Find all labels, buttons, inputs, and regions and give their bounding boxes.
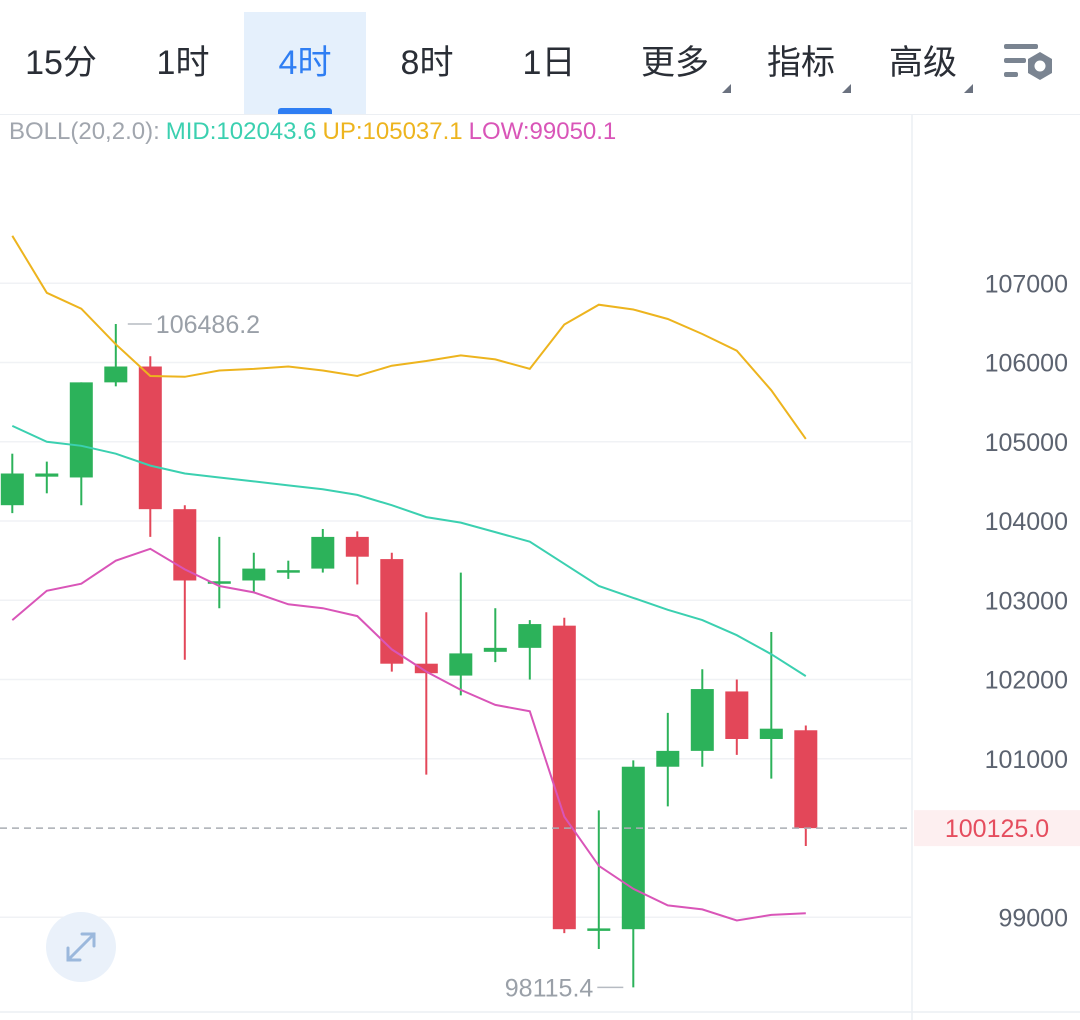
y-tick-label: 99000: [998, 904, 1068, 932]
candle-down: [794, 730, 818, 829]
expand-button[interactable]: [46, 912, 116, 982]
tab-indicators[interactable]: 指标: [740, 12, 862, 114]
boll-upper-line: [11, 235, 807, 440]
tab-advanced-label: 高级: [889, 44, 957, 82]
candle-down: [173, 509, 197, 581]
candle-up: [449, 653, 473, 676]
boll-indicator-legend: BOLL(20,2.0): MID:102043.6 UP:105037.1 LOW:…: [9, 118, 622, 146]
candle-up: [621, 766, 645, 930]
candle-up: [518, 624, 542, 648]
dropdown-caret-icon: [964, 84, 973, 93]
candle-down: [138, 366, 162, 510]
candlestick-chart[interactable]: 99000 101000 102000 103000 104000 105000 10600…: [0, 115, 1080, 1020]
tab-15m[interactable]: 15分: [25, 44, 97, 82]
y-tick-label: 103000: [985, 587, 1068, 615]
boll-low-value: LOW:99050.1: [468, 118, 617, 145]
boll-name: BOLL(20,2.0):: [9, 118, 160, 145]
boll-mid-line: [11, 424, 807, 677]
candle-down: [552, 625, 576, 930]
candle-up: [276, 570, 300, 573]
tab-more-label: 更多: [641, 44, 709, 82]
candle-down: [725, 691, 749, 739]
candle-up: [690, 689, 714, 751]
tab-more[interactable]: 更多: [610, 12, 740, 114]
current-price-label: 100125.0: [945, 815, 1049, 843]
boll-mid-value: MID:102043.6: [165, 118, 317, 145]
candle-up: [69, 382, 93, 478]
active-tab-indicator: [278, 108, 332, 114]
candle-up: [483, 647, 507, 652]
candle-down: [380, 559, 404, 664]
y-tick-label: 107000: [985, 270, 1068, 298]
boll-up-value: UP:105037.1: [322, 118, 463, 145]
boll-lower-line: [11, 547, 806, 922]
candle-down: [414, 663, 438, 674]
candle-up: [104, 366, 128, 383]
candle-down: [345, 536, 369, 557]
tab-indicators-label: 指标: [767, 44, 835, 82]
tab-1h[interactable]: 1时: [156, 44, 210, 82]
expand-icon: [66, 932, 96, 962]
tab-1d[interactable]: 1日: [522, 44, 576, 82]
y-tick-label: 105000: [985, 429, 1068, 457]
tab-8h[interactable]: 8时: [400, 44, 454, 82]
candle-up: [587, 928, 611, 931]
candle-up: [207, 581, 231, 584]
dropdown-caret-icon: [722, 84, 731, 93]
candle-up: [0, 473, 24, 506]
tab-4h[interactable]: 4时: [244, 12, 366, 114]
tab-4h-label: 4时: [278, 44, 332, 82]
tab-advanced[interactable]: 高级: [862, 12, 984, 114]
candle-up: [242, 568, 266, 581]
y-tick-label: 102000: [985, 667, 1068, 695]
candle-up: [311, 536, 335, 569]
candle-up: [656, 750, 680, 767]
candle-up: [35, 473, 59, 477]
candle-up: [759, 728, 783, 739]
dropdown-caret-icon: [842, 84, 851, 93]
y-tick-label: 101000: [985, 746, 1068, 774]
y-tick-label: 106000: [985, 350, 1068, 378]
high-annotation-label: 106486.2: [156, 311, 260, 339]
y-tick-label: 104000: [985, 508, 1068, 536]
timeframe-tabs: 15分 1时 4时 8时 1日 更多 指标 高级: [0, 0, 1080, 115]
current-price-tag: [914, 810, 1080, 847]
chart-settings-icon[interactable]: [1000, 38, 1060, 90]
low-annotation-label: 98115.4: [505, 974, 594, 1002]
